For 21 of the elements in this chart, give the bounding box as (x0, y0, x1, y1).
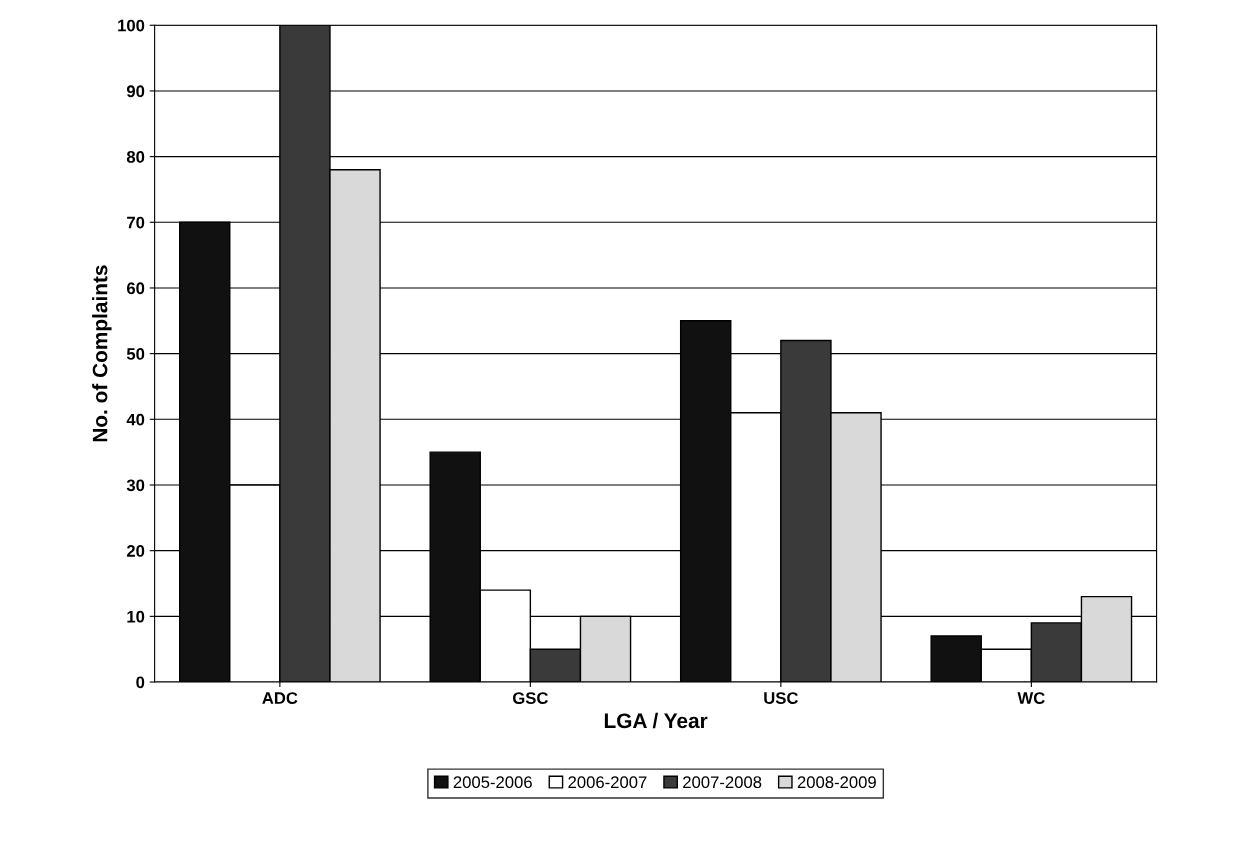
y-tick-label: 20 (126, 545, 145, 557)
x-tick-label: GSC (512, 692, 548, 704)
y-tick-label: 30 (126, 479, 145, 492)
y-tick-label: 40 (126, 413, 145, 426)
legend-label: 2006-2007 (568, 776, 647, 789)
y-tick-label: 60 (126, 282, 145, 295)
y-tick-label: 90 (126, 85, 145, 98)
legend-label: 2005-2006 (453, 776, 532, 789)
y-tick-label: 70 (127, 216, 145, 229)
y-axis-title: No. of Complaints (92, 265, 112, 442)
legend-label: 2007-2008 (683, 776, 762, 789)
x-tick-label: WC (1017, 692, 1045, 704)
y-tick-label: 0 (136, 676, 145, 689)
x-tick-label: USC (764, 692, 798, 704)
y-tick-label: 80 (126, 151, 145, 163)
y-tick-label: 100 (118, 19, 145, 32)
x-tick-label: ADC (262, 692, 298, 704)
legend-label: 2008-2009 (797, 776, 876, 789)
y-tick-label: 10 (127, 610, 145, 623)
y-tick-label: 50 (126, 348, 145, 360)
x-axis-title: LGA / Year (604, 712, 708, 729)
